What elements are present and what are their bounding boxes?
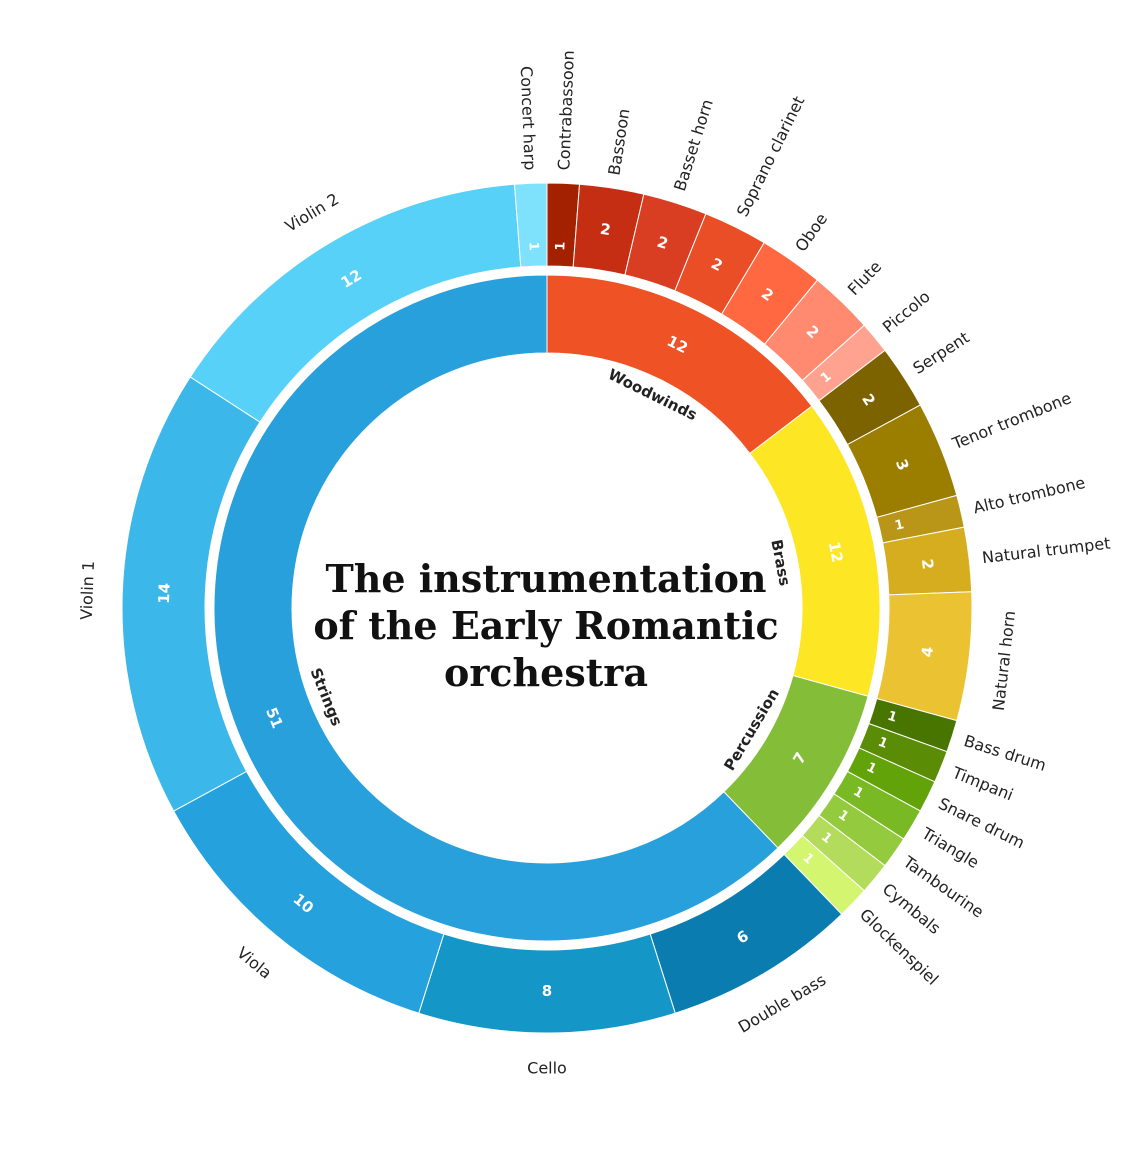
instrument-label-soprano-clarinet: Soprano clarinet	[733, 93, 809, 220]
outer-segment-concert-harp	[513, 182, 548, 268]
chart-title-line-1: The instrumentation	[325, 556, 766, 601]
instrument-label-concert-harp: Concert harp	[517, 66, 540, 171]
instrument-label-viola: Viola	[233, 943, 275, 983]
outer-value-bass-drum: 1	[886, 709, 899, 726]
chart-title-line-2: of the Early Romantic	[313, 603, 778, 648]
instrument-label-violin-1: Violin 1	[77, 560, 98, 620]
outer-value-natural-trumpet: 2	[918, 558, 937, 570]
chart-title-line-3: orchestra	[444, 650, 648, 695]
instrument-label-oboe: Oboe	[791, 210, 831, 256]
outer-value-violin-1: 14	[155, 583, 174, 605]
instrument-label-natural-trumpet: Natural trumpet	[981, 534, 1111, 568]
instrument-label-basset-horn: Basset horn	[670, 97, 717, 193]
instrument-label-piccolo: Piccolo	[879, 287, 934, 337]
group-name-brass: Brass	[767, 538, 794, 587]
instrument-label-natural-horn: Natural horn	[989, 610, 1019, 712]
instrument-label-bass-drum: Bass drum	[962, 731, 1049, 775]
instrument-label-alto-trombone: Alto trombone	[971, 473, 1087, 518]
instrument-label-tenor-trombone: Tenor trombone	[949, 388, 1074, 453]
inner-segment-strings	[213, 274, 779, 942]
instrument-label-serpent: Serpent	[909, 328, 972, 378]
outer-value-concert-harp: 1	[525, 241, 540, 251]
instrument-label-cello: Cello	[527, 1059, 567, 1078]
outer-value-alto-trombone: 1	[893, 517, 905, 534]
outer-value-natural-horn: 4	[918, 646, 937, 658]
instrument-label-flute: Flute	[844, 257, 885, 299]
instrument-label-timpani: Timpani	[949, 763, 1016, 805]
instrument-label-violin-2: Violin 2	[282, 189, 343, 236]
outer-value-bassoon: 2	[599, 220, 612, 239]
inner-value-brass: 12	[825, 540, 847, 564]
outer-value-contrabassoon: 1	[553, 241, 568, 251]
instrument-label-bassoon: Bassoon	[604, 107, 633, 176]
instrument-label-contrabassoon: Contrabassoon	[554, 50, 578, 171]
outer-value-cello: 8	[542, 982, 552, 1000]
outer-value-basset-horn: 2	[655, 233, 670, 253]
